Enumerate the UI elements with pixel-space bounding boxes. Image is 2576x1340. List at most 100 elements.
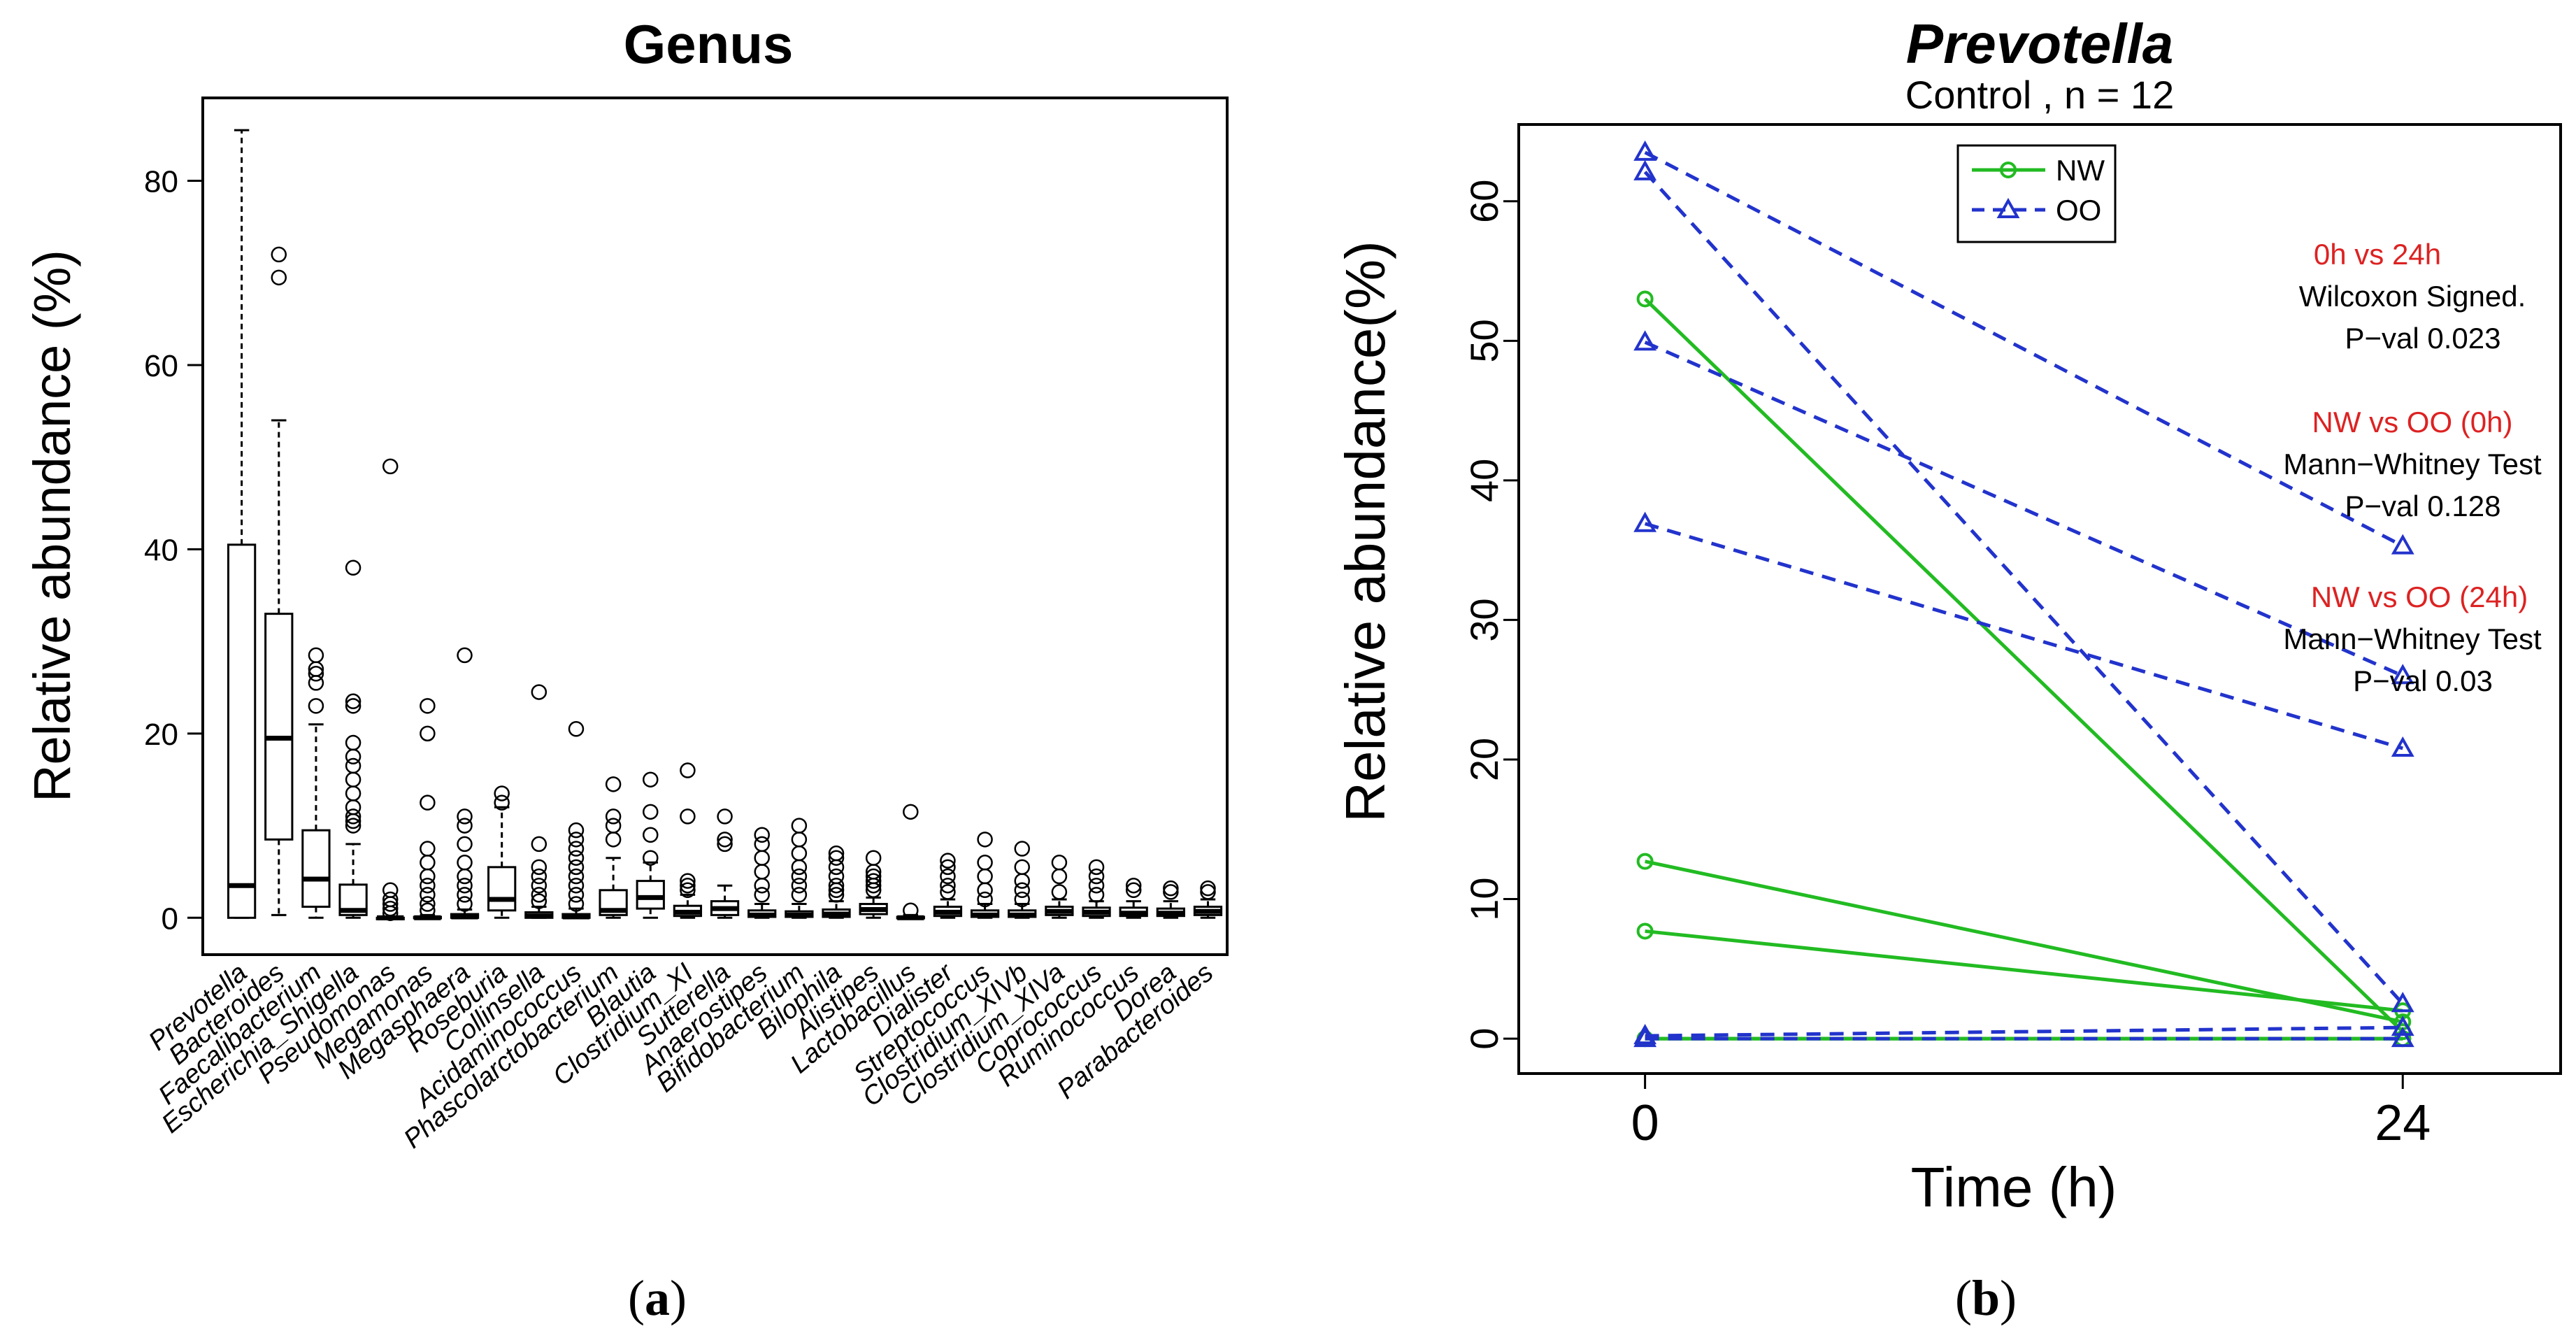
panel-b-series-lines (1633, 140, 2414, 1048)
data-point (2391, 664, 2414, 685)
outlier-point (1051, 868, 1068, 885)
outlier-point (420, 725, 436, 742)
box-iqr (301, 829, 331, 908)
data-point (2391, 992, 2414, 1013)
series-line (1645, 1025, 2403, 1038)
series-line (1643, 297, 2404, 1033)
outlier-point (271, 246, 287, 263)
outlier-point (717, 832, 733, 848)
box-clostridium-xivb (1008, 841, 1037, 919)
outlier-point (977, 891, 993, 908)
outlier-point (940, 884, 956, 900)
data-point (1633, 330, 1657, 351)
outlier-point (382, 891, 399, 908)
outlier-point (754, 836, 770, 853)
outlier-point (568, 859, 585, 876)
y-tick-label: 30 (1462, 598, 1506, 641)
box-megamonas (413, 698, 443, 920)
annotation-pval: P−val 0.023 (2345, 322, 2500, 355)
panel-a-label: (a) (628, 1270, 687, 1326)
outlier-point (382, 458, 399, 475)
outlier-point (940, 877, 956, 894)
outlier-point (754, 827, 770, 843)
panel-b-annotations: 0h vs 24h Wilcoxon Signed. P−val 0.023 N… (2283, 238, 2542, 697)
box-iqr (264, 613, 294, 841)
outlier-point (308, 698, 324, 714)
annotation-heading: NW vs OO (0h) (2312, 406, 2512, 439)
panel-a-title: Genus (624, 13, 794, 75)
series-line (1644, 150, 2404, 548)
outlier-point (494, 785, 510, 801)
data-point (1633, 1027, 1657, 1048)
outlier-point (754, 850, 770, 866)
y-tick-label: 60 (144, 349, 178, 383)
box-faecalibacterium (301, 647, 331, 919)
box-megasphaera (450, 647, 480, 920)
panel-a-plot-frame (201, 97, 1229, 956)
outlier-point (828, 845, 845, 862)
outlier-point (420, 887, 436, 903)
outlier-point (1088, 868, 1105, 885)
outlier-point (828, 850, 845, 866)
outlier-point (1014, 873, 1030, 889)
outlier-point (1051, 855, 1068, 871)
panel-a-y-axis-label: Relative abundance (%) (23, 250, 81, 802)
box-pseudomonas (375, 458, 405, 921)
annotation-test: Mann−Whitney Test (2283, 622, 2542, 655)
box-dialister (933, 853, 963, 919)
outlier-point (531, 684, 548, 700)
data-point (1636, 853, 1654, 870)
outlier-point (680, 877, 696, 894)
data-point (1633, 159, 1657, 180)
panel-b-title: Prevotella (1906, 13, 2173, 75)
outlier-point (568, 877, 585, 894)
y-tick-label: 80 (144, 165, 178, 199)
outlier-point (791, 818, 808, 834)
panel-a-x-tick-labels: PrevotellaBacteroidesFaecalibacteriumEsc… (143, 957, 1219, 1154)
outlier-point (420, 868, 436, 885)
outlier-point (568, 832, 585, 848)
outlier-point (940, 859, 956, 876)
outlier-point (1088, 859, 1105, 876)
y-tick-label: 10 (1462, 877, 1506, 920)
outlier-point (1163, 880, 1179, 897)
outlier-point (1200, 880, 1216, 897)
outlier-point (828, 868, 845, 885)
outlier-point (643, 804, 659, 820)
annotation-test: Wilcoxon Signed. (2299, 280, 2526, 313)
box-iqr (636, 880, 665, 910)
data-point (1633, 140, 1657, 161)
outlier-point (457, 647, 473, 664)
outlier-point (420, 698, 436, 714)
box-alistipes (859, 850, 888, 919)
outlier-point (605, 818, 622, 834)
outlier-point (382, 882, 399, 899)
outlier-point (457, 887, 473, 903)
outlier-point (865, 873, 882, 889)
outlier-point (308, 647, 324, 664)
box-phascolarctobacterium (599, 776, 628, 919)
outlier-point (717, 836, 733, 853)
series-oo (1633, 140, 2414, 555)
outlier-point (605, 832, 622, 848)
box-anaerostipes (747, 827, 777, 919)
annotation-heading: 0h vs 24h (2314, 238, 2441, 271)
box-bacteroides (264, 246, 294, 916)
outlier-point (457, 855, 473, 871)
outlier-point (828, 877, 845, 894)
y-tick-label: 0 (1462, 1028, 1506, 1050)
series-oo (1633, 330, 2414, 685)
outlier-point (605, 776, 622, 792)
y-tick-label: 0 (162, 901, 178, 936)
data-point (2391, 1027, 2414, 1048)
outlier-point (568, 822, 585, 839)
outlier-point (568, 887, 585, 903)
box-acidaminococcus (561, 721, 591, 920)
data-point (2391, 736, 2414, 757)
outlier-point (643, 850, 659, 866)
outlier-point (568, 841, 585, 857)
outlier-point (420, 902, 436, 919)
outlier-point (1200, 884, 1216, 900)
outlier-point (977, 832, 993, 848)
outlier-point (568, 896, 585, 912)
